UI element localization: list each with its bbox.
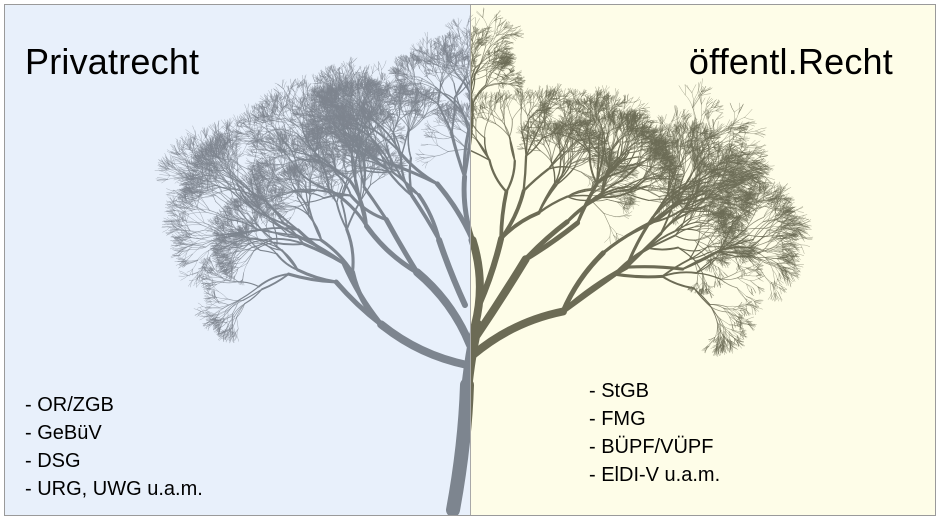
private-law-list: - OR/ZGB - GeBüV - DSG - URG, UWG u.a.m. bbox=[25, 391, 203, 503]
law-list-item: - ElDI-V u.a.m. bbox=[589, 461, 720, 489]
diagram-canvas: Privatrecht öffentl.Recht - OR/ZGB - GeB… bbox=[4, 4, 936, 516]
law-list-item: - FMG bbox=[589, 405, 720, 433]
public-law-list: - StGB - FMG - BÜPF/VÜPF - ElDI-V u.a.m. bbox=[589, 377, 720, 489]
law-list-item: - OR/ZGB bbox=[25, 391, 203, 419]
law-list-item: - DSG bbox=[25, 447, 203, 475]
law-list-item: - GeBüV bbox=[25, 419, 203, 447]
public-law-title: öffentl.Recht bbox=[689, 41, 893, 83]
law-list-item: - StGB bbox=[589, 377, 720, 405]
center-divider bbox=[470, 5, 471, 515]
law-list-item: - BÜPF/VÜPF bbox=[589, 433, 720, 461]
law-list-item: - URG, UWG u.a.m. bbox=[25, 475, 203, 503]
private-law-title: Privatrecht bbox=[25, 41, 199, 83]
